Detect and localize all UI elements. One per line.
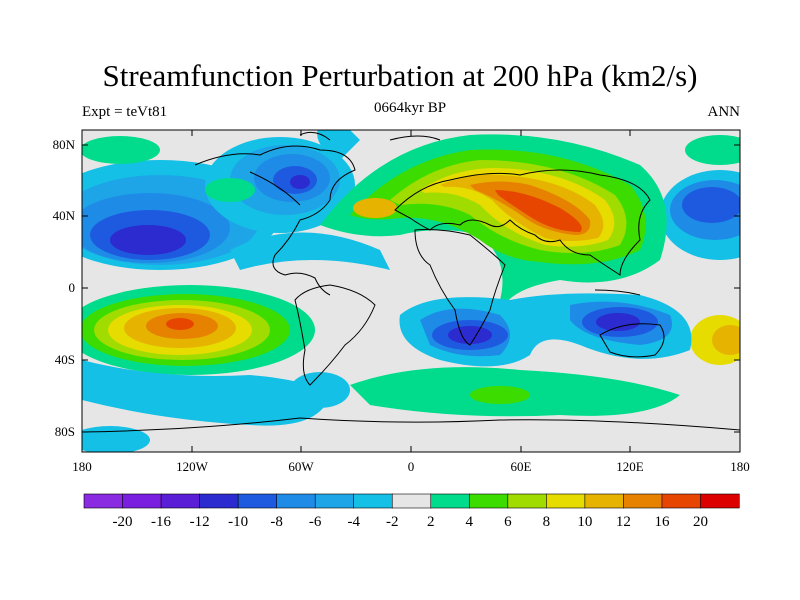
colorbar-swatch [391,493,432,509]
colorbar-label: 2 [427,514,435,530]
colorbar-swatch [199,493,239,509]
coastlines [82,131,740,433]
colorbar-label: -12 [190,514,210,530]
y-tick-label: 80N [53,137,76,152]
colorbar-label: -16 [151,514,171,530]
time-label: 0664kyr BP [373,100,447,116]
colorbar-swatch [700,493,740,509]
colorbar-label: -20 [113,514,133,530]
latitude-axis: 80N 40N 0 40S 80S [53,137,740,439]
colorbar-label: -2 [386,514,399,530]
colorbar-label: 6 [504,514,512,530]
colorbar-swatch [276,493,316,509]
south-atlantic-indian-negative [399,293,692,367]
colorbar-swatch [507,493,547,509]
colorbar-label: -8 [270,514,283,530]
colorbar: -20 -16 -12 -10 -8 -6 -4 -2 2 4 6 8 10 12 16 20 [83,493,740,530]
south-pacific-positive [82,285,315,375]
x-tick-label: 180 [730,459,750,474]
colorbar-label: -4 [347,514,360,530]
colorbar-swatch [122,493,162,509]
colorbar-swatch [83,493,124,509]
colorbar-label: 12 [616,514,631,530]
x-tick-label: 60W [288,459,314,474]
map-field [82,130,740,452]
colorbar-swatch [623,493,663,509]
plot-title: Streamfunction Perturbation at 200 hPa (… [102,58,698,93]
y-tick-label: 80S [55,424,75,439]
colorbar-swatch [546,493,586,509]
y-tick-label: 40N [53,208,76,223]
colorbar-label: 20 [693,514,708,530]
colorbar-label: 10 [577,514,592,530]
colorbar-swatch [314,493,355,509]
x-tick-label: 60E [511,459,532,474]
x-tick-label: 0 [408,459,415,474]
x-tick-label: 180 [72,459,92,474]
colorbar-swatch [160,493,201,509]
season-label: ANN [707,104,741,120]
colorbar-label: -10 [228,514,248,530]
eurasia-positive [320,134,667,323]
experiment-label: Expt = teVt81 [82,104,168,120]
colorbar-label: 16 [654,514,670,530]
colorbar-swatch [353,493,393,509]
longitude-axis: 180 120W 60W 0 60E 120E 180 [72,130,750,474]
x-tick-label: 120W [176,459,209,474]
colorbar-label: 4 [466,514,474,530]
southern-ocean-positive [350,367,680,417]
colorbar-swatch [661,493,702,509]
colorbar-swatch [237,493,278,509]
x-tick-label: 120E [616,459,644,474]
north-america-negative [205,130,390,270]
colorbar-swatch [430,493,470,509]
y-tick-label: 0 [69,280,76,295]
colorbar-swatch [468,493,509,509]
colorbar-swatch [584,493,625,509]
colorbar-label: 8 [543,514,551,530]
y-tick-label: 40S [55,352,75,367]
colorbar-label: -6 [309,514,322,530]
